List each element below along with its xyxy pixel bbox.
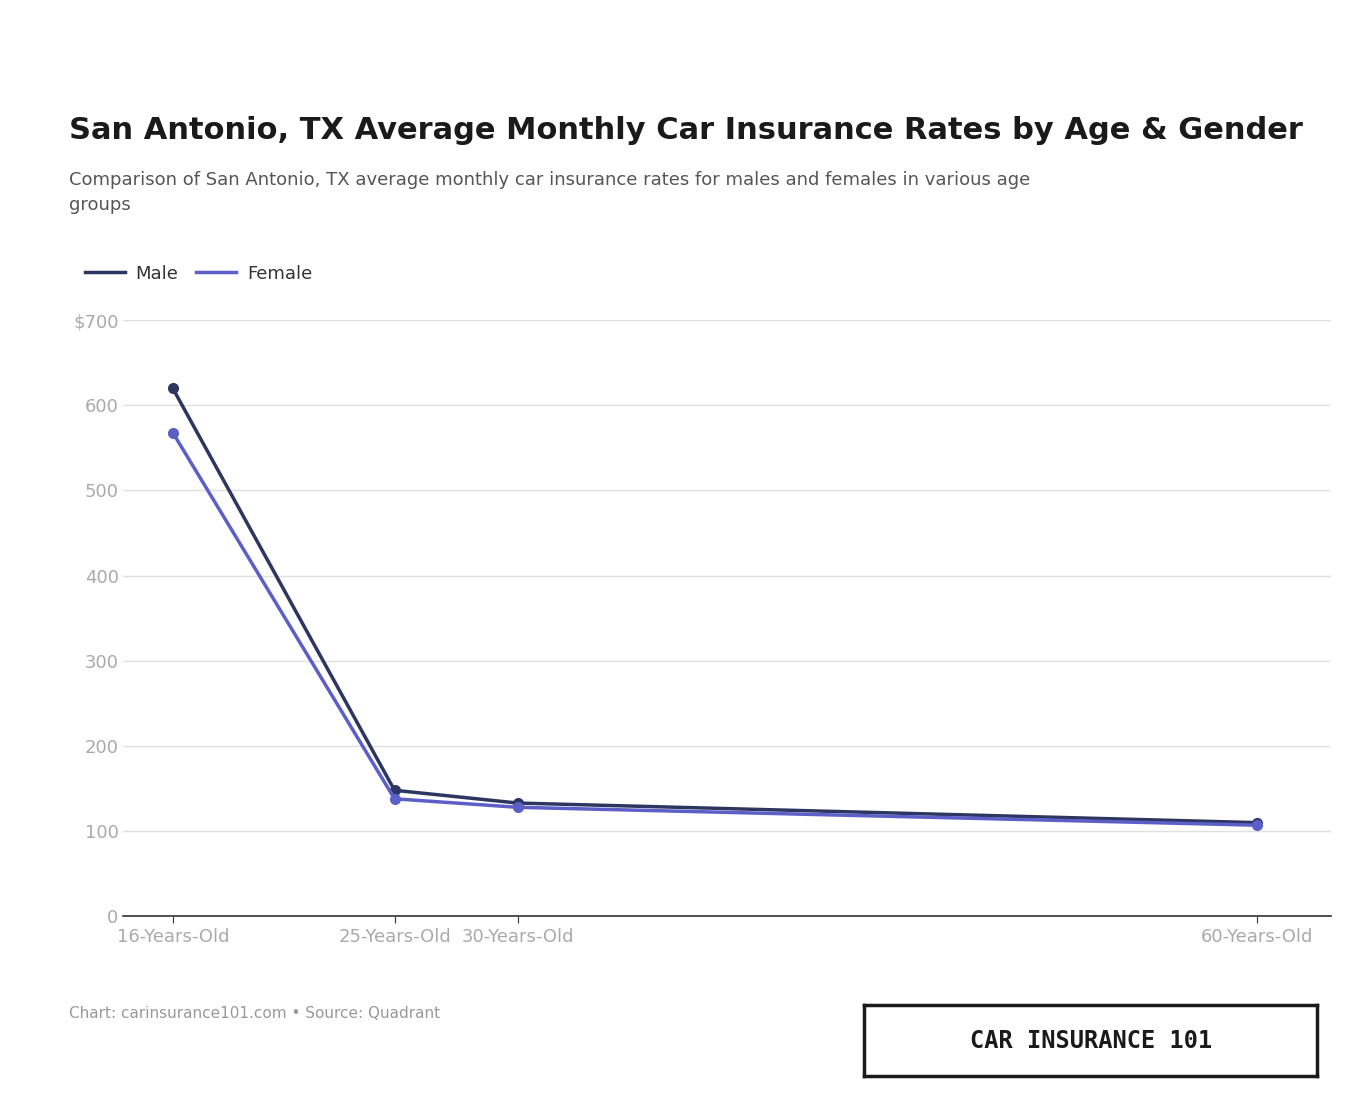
Text: CAR INSURANCE 101: CAR INSURANCE 101: [970, 1029, 1211, 1052]
Text: Chart: carinsurance101.com • Source: Quadrant: Chart: carinsurance101.com • Source: Qua…: [69, 1006, 439, 1021]
Text: Comparison of San Antonio, TX average monthly car insurance rates for males and : Comparison of San Antonio, TX average mo…: [69, 171, 1030, 214]
Text: San Antonio, TX Average Monthly Car Insurance Rates by Age & Gender: San Antonio, TX Average Monthly Car Insu…: [69, 116, 1302, 145]
Legend: Male, Female: Male, Female: [78, 257, 320, 290]
